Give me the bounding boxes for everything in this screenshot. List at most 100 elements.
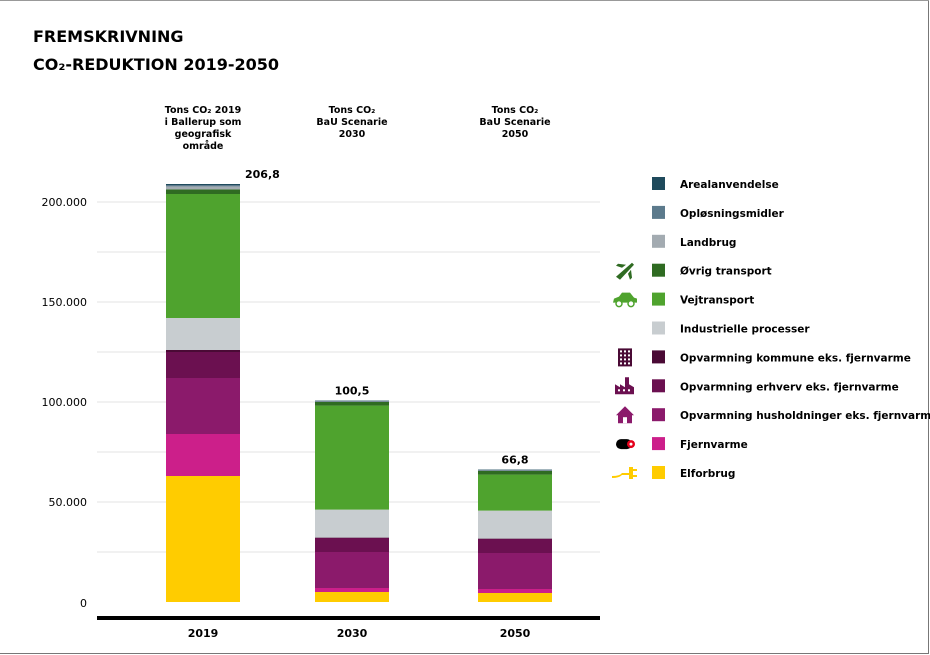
column-header-line: område [183, 141, 224, 152]
column-header-line: Tons CO₂ [329, 105, 376, 116]
legend-label: Fjernvarme [680, 439, 748, 451]
bar-total-label: 66,8 [501, 454, 528, 467]
legend-swatch [652, 437, 665, 451]
legend-item: Industrielle processer [652, 321, 810, 336]
legend-label: Landbrug [680, 237, 736, 249]
bar-segment [478, 539, 552, 553]
airplane-icon [616, 262, 634, 280]
legend-label: Arealanvendelse [680, 179, 779, 191]
x-tick-label: 2019 [188, 627, 219, 640]
bar-segment [166, 434, 240, 476]
legend-swatch [652, 234, 665, 248]
bar-segment [166, 185, 240, 187]
bar-segment [166, 352, 240, 378]
bar-segment [315, 592, 389, 602]
bar-segment [478, 470, 552, 471]
legend-swatch [652, 177, 665, 190]
x-tick-label: 2050 [500, 627, 531, 640]
column-header-line: geografisk [175, 129, 232, 140]
bar-segment [478, 470, 552, 471]
bar-segment [478, 589, 552, 593]
bar-segment [166, 194, 240, 318]
column-header-line: BaU Scenarie [316, 117, 387, 128]
y-tick-label: 150.000 [42, 296, 88, 309]
car-icon [613, 292, 637, 308]
bar-stack-2019 [166, 184, 240, 602]
bar-stack-2050 [478, 469, 552, 602]
chart-title-line2: CO₂-REDUKTION 2019-2050 [33, 55, 279, 74]
bar-segment [166, 350, 240, 352]
bar-segment [315, 405, 389, 510]
legend-item: Fjernvarme [616, 437, 748, 451]
bar-segment [478, 469, 552, 471]
bar-segment [315, 509, 389, 538]
bar-segment [478, 510, 552, 539]
y-tick-label: 200.000 [42, 196, 88, 209]
building-icon [618, 348, 632, 367]
y-tick-label: 0 [80, 597, 87, 610]
legend-label: Opløsningsmidler [680, 208, 785, 220]
bar-segment [315, 552, 389, 588]
bars [166, 184, 552, 602]
bar-segment [166, 476, 240, 602]
plug-icon [612, 467, 637, 479]
labels: 0 50.000 100.000 150.000 200.000 206,8 2019 Ton… [42, 105, 551, 640]
bar-stack-2030 [315, 400, 389, 602]
y-tick-label: 100.000 [42, 396, 88, 409]
legend-swatch [652, 205, 665, 219]
column-header-line: 2030 [339, 129, 366, 140]
legend-label: Industrielle processer [680, 324, 810, 336]
legend-label: Vejtransport [680, 295, 754, 307]
bar-segment [478, 593, 552, 602]
legend-swatch [652, 379, 665, 393]
legend-item: Opvarmning husholdninger eks. fjernvarme [616, 406, 930, 424]
legend-label: Opvarmning erhverv eks. fjernvarme [680, 381, 899, 393]
legend-swatch [652, 263, 665, 277]
house-icon [616, 406, 634, 424]
bar-segment [166, 186, 240, 190]
legend-swatch [652, 408, 665, 422]
legend-label: Opvarmning husholdninger eks. fjernvarme [680, 410, 930, 422]
frame-top-border [0, 0, 929, 1]
legend-swatch [652, 350, 665, 364]
legend-item: Opløsningsmidler [652, 205, 785, 220]
bar-segment [315, 401, 389, 402]
bar-segment [315, 402, 389, 406]
column-header-line: i Ballerup som [165, 117, 242, 128]
bar-total-label: 206,8 [245, 168, 280, 181]
x-tick-label: 2030 [337, 627, 368, 640]
column-header-line: BaU Scenarie [479, 117, 550, 128]
legend-item: Landbrug [652, 234, 736, 249]
bar-segment [315, 538, 389, 552]
bar-segment [166, 318, 240, 350]
bar-segment [478, 538, 552, 540]
bar-segment [166, 378, 240, 434]
legend-item: Opvarmning kommune eks. fjernvarme [618, 348, 911, 367]
bar-total-label: 100,5 [335, 385, 370, 398]
bar-segment [166, 184, 240, 185]
y-tick-label: 50.000 [49, 496, 88, 509]
bar-segment [478, 474, 552, 511]
column-header-line: Tons CO₂ 2019 [165, 105, 241, 116]
bar-segment [166, 189, 240, 194]
legend-item: Vejtransport [613, 292, 754, 308]
legend-swatch [652, 321, 665, 335]
legend-item: Øvrig transport [616, 262, 772, 280]
legend-label: Øvrig transport [680, 266, 772, 278]
district-heating-pipe-icon [616, 439, 635, 450]
x-axis-line [97, 616, 600, 620]
bar-segment [315, 588, 389, 592]
legend-item: Elforbrug [612, 466, 735, 480]
legend-item: Opvarmning erhverv eks. fjernvarme [615, 377, 899, 395]
legend-swatch [652, 292, 665, 306]
chart-title-line1: FREMSKRIVNING [33, 27, 184, 46]
bar-segment [315, 400, 389, 402]
legend-label: Opvarmning kommune eks. fjernvarme [680, 352, 911, 364]
legend-item: Arealanvendelse [652, 177, 779, 191]
bar-segment [478, 553, 552, 589]
bar-segment [315, 537, 389, 539]
bar-segment [478, 471, 552, 475]
column-header-line: Tons CO₂ [492, 105, 539, 116]
